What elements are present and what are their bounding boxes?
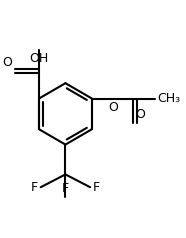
Text: O: O xyxy=(108,101,118,114)
Text: OH: OH xyxy=(29,53,49,65)
Text: O: O xyxy=(3,56,13,69)
Text: CH₃: CH₃ xyxy=(158,92,181,105)
Text: O: O xyxy=(135,108,145,121)
Text: F: F xyxy=(93,181,100,194)
Text: F: F xyxy=(31,181,38,194)
Text: F: F xyxy=(62,182,69,195)
